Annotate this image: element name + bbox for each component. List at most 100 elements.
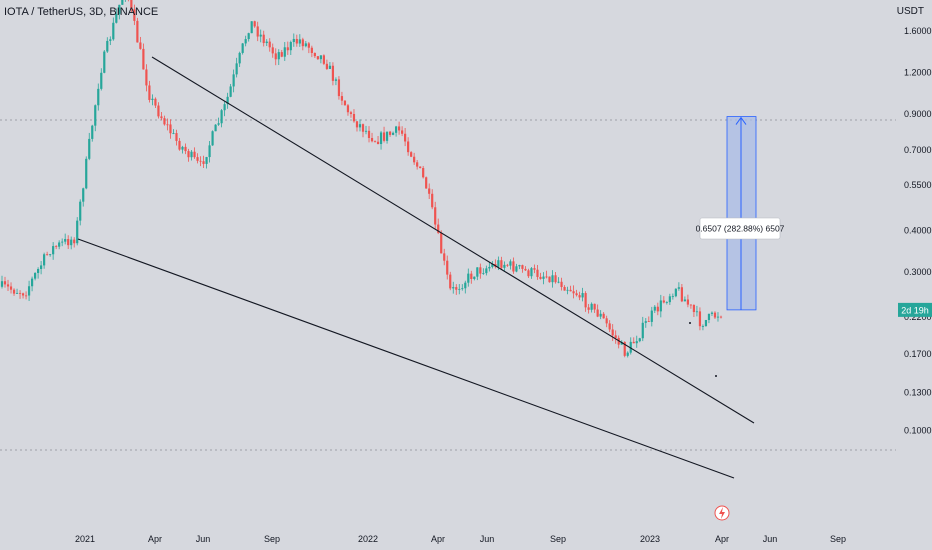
candle-body <box>539 276 542 279</box>
candle-body <box>325 63 328 69</box>
candle-body <box>431 193 434 208</box>
candle-body <box>175 133 178 141</box>
candle-body <box>37 269 40 273</box>
candle-body <box>286 47 289 51</box>
candle-body <box>404 133 407 142</box>
candle-body <box>575 293 578 296</box>
candle-body <box>425 177 428 189</box>
candle-body <box>193 151 196 158</box>
candle-body <box>587 307 590 310</box>
candle-body <box>253 21 256 27</box>
time-tick-label: Sep <box>264 534 280 544</box>
candle-body <box>443 253 446 261</box>
candle-body <box>328 65 332 69</box>
candle-body <box>542 276 545 279</box>
time-tick-label: Jun <box>763 534 778 544</box>
candle-body <box>530 268 533 277</box>
lower-trendline[interactable] <box>77 238 735 479</box>
time-tick-label: 2022 <box>358 534 378 544</box>
candle-body <box>361 124 365 132</box>
candle-body <box>641 322 644 339</box>
candle-body <box>58 242 61 247</box>
time-tick-label: Apr <box>148 534 162 544</box>
candle-body <box>340 96 344 101</box>
candle-body <box>458 288 461 290</box>
candle-body <box>27 286 31 296</box>
candle-body <box>479 267 482 274</box>
candle-body <box>659 300 662 312</box>
candle-body <box>205 157 208 164</box>
price-tick-label: 1.6000 <box>904 26 932 36</box>
candle-body <box>301 39 304 47</box>
candle-body <box>214 124 217 132</box>
candle-body <box>100 72 103 89</box>
candle-body <box>133 9 136 21</box>
candle-body <box>85 158 88 189</box>
candle-body <box>464 282 467 289</box>
candle-body <box>24 295 28 297</box>
candle-body <box>602 313 605 319</box>
price-scale[interactable]: 5.50004.00003.00002.20001.60001.20000.90… <box>898 0 932 435</box>
candle-body <box>686 299 689 305</box>
price-tick-label: 0.1300 <box>904 388 932 398</box>
grid <box>0 119 896 451</box>
candle-body <box>334 79 338 81</box>
candle-body <box>130 0 133 10</box>
measure-label-box <box>699 217 781 240</box>
candle-body <box>398 126 401 131</box>
candle-body <box>473 276 476 279</box>
candle-body <box>33 272 37 279</box>
candle-body <box>653 306 656 311</box>
candle-body <box>160 116 163 119</box>
candle-body <box>644 321 647 323</box>
candle-body <box>461 288 464 290</box>
price-tick-label: 0.5500 <box>904 180 932 190</box>
candle-body <box>184 146 187 152</box>
candle-body <box>238 52 241 64</box>
candle-body <box>94 105 97 126</box>
candle-body <box>304 43 307 47</box>
candle-body <box>355 121 359 128</box>
candle-body <box>337 79 341 97</box>
measure-tool[interactable]: 0.6507 (282.88%) 6507 <box>689 116 785 377</box>
candle-body <box>584 293 587 308</box>
candle-body <box>716 316 720 318</box>
candle-body <box>434 207 437 225</box>
candle-body <box>196 157 199 161</box>
candle-body <box>611 329 614 336</box>
candle-body <box>713 312 717 318</box>
candle-body <box>668 296 671 303</box>
candle-body <box>9 286 13 290</box>
time-scale[interactable]: 2021 Apr Jun Sep 2022 Apr Jun Sep 2023 Apr Jun Sep <box>75 505 846 544</box>
candle-body <box>683 299 686 302</box>
candle-body <box>554 275 557 283</box>
candle-body <box>3 281 7 285</box>
price-tick-label: 0.7000 <box>904 145 932 155</box>
candle-body <box>43 254 46 266</box>
candle-body <box>121 0 124 5</box>
candle-body <box>620 341 623 345</box>
candle-body <box>172 133 175 134</box>
candle-body <box>259 34 262 37</box>
candle-body <box>145 69 148 86</box>
candle-body <box>566 289 569 291</box>
candle-body <box>73 239 76 244</box>
candle-body <box>689 304 693 306</box>
candle-body <box>581 293 584 298</box>
candle-body <box>46 254 49 256</box>
candle-body <box>163 118 166 125</box>
price-tick-label: 0.9000 <box>904 109 932 119</box>
candle-body <box>488 266 491 269</box>
candle-body <box>235 63 238 75</box>
candle-body <box>148 85 151 100</box>
candle-body <box>638 338 641 342</box>
candle-body <box>313 53 316 57</box>
candle-body <box>30 278 34 287</box>
upper-trendline[interactable] <box>151 56 755 424</box>
candle-body <box>229 86 232 97</box>
candle-body <box>428 188 431 194</box>
candle-body <box>115 13 118 23</box>
candle-body <box>283 47 286 57</box>
